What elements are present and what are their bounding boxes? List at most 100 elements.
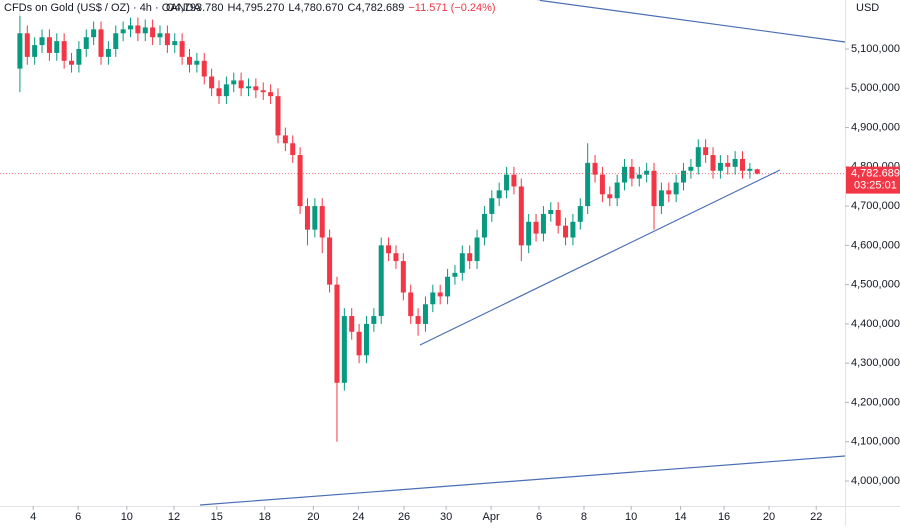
candle-body: [533, 221, 539, 234]
candle-body: [312, 206, 318, 230]
candle-body: [681, 170, 687, 183]
candle-body: [245, 86, 251, 89]
candle-body: [98, 29, 104, 57]
candle-body: [393, 253, 399, 262]
symbol: CFDs on Gold (US$ / OZ) · 4h · OANDA: [4, 2, 201, 14]
y-tick-label: 4,400,000: [851, 318, 900, 330]
candle-body: [614, 182, 620, 199]
y-tick-label: 4,100,000: [851, 436, 900, 448]
trend-line: [536, 0, 846, 43]
candle-body: [732, 158, 738, 167]
x-tick-label: 18: [259, 511, 271, 523]
x-tick-label: 14: [674, 511, 686, 523]
candle-body: [253, 86, 259, 91]
x-tick-label: 22: [810, 511, 822, 523]
candle-body: [526, 221, 532, 246]
x-tick-label: 6: [75, 511, 81, 523]
candle-body: [201, 60, 207, 77]
y-tick-label: 4,200,000: [851, 396, 900, 408]
candle-body: [673, 182, 679, 195]
x-tick-label: 20: [763, 511, 775, 523]
x-tick-label: 6: [536, 511, 542, 523]
candle-body: [415, 316, 421, 324]
candle-body: [585, 162, 591, 207]
x-tick-label: 10: [625, 511, 637, 523]
candle-body: [400, 261, 406, 293]
candle-body: [304, 206, 310, 230]
y-tick-label: 4,500,000: [851, 279, 900, 291]
candle-body: [695, 147, 701, 167]
x-tick-label: 10: [121, 511, 133, 523]
candle-body: [452, 272, 458, 277]
candle-body: [363, 323, 369, 356]
candle-body: [150, 27, 156, 38]
candle-body: [717, 162, 723, 171]
countdown: 03:25:01: [854, 180, 897, 192]
candle-body: [223, 84, 229, 97]
ohlc-value: H4,795.270: [228, 2, 285, 14]
candle-body: [32, 45, 38, 57]
candle-body: [540, 213, 546, 234]
candle-body: [327, 237, 333, 285]
candle-body: [142, 27, 148, 34]
x-tick-label: 15: [211, 511, 223, 523]
candle-body: [113, 33, 119, 50]
ohlc-legend: O4,793.780 H4,795.270 L4,780.670 C4,782.689…: [166, 2, 496, 14]
candle-body: [658, 190, 664, 207]
legend-backdrop: [0, 0, 540, 16]
candle-body: [179, 41, 185, 57]
candle-body: [422, 304, 428, 324]
y-tick-label: 4,700,000: [851, 200, 900, 212]
y-tick-label: 4,300,000: [851, 357, 900, 369]
candle-body: [319, 206, 325, 238]
candle-body: [577, 206, 583, 222]
candle-body: [644, 170, 650, 175]
candle-body: [128, 25, 134, 30]
last-price-tag: [846, 166, 900, 194]
candle-body: [710, 155, 716, 171]
candle-body: [754, 169, 760, 174]
candle-body: [570, 221, 576, 238]
candle-body: [172, 41, 178, 46]
x-tick-label: Apr: [483, 511, 500, 523]
trend-line: [199, 455, 846, 506]
candle-body: [437, 292, 443, 297]
candle-body: [238, 80, 244, 89]
candle-body: [622, 166, 628, 183]
candle-body: [636, 174, 642, 179]
ohlc-value: C4,782.689: [347, 2, 404, 14]
ohlc-value: −11.571 (−0.24%): [408, 2, 495, 14]
y-tick-label: 4,900,000: [851, 121, 900, 133]
candle-body: [105, 49, 111, 57]
candle-body: [194, 60, 200, 65]
candle-body: [282, 135, 288, 144]
candle-body: [467, 253, 473, 262]
candle-body: [408, 292, 414, 317]
candle-body: [334, 284, 340, 383]
x-tick-label: 20: [307, 511, 319, 523]
x-tick-label: 8: [581, 511, 587, 523]
candle-body: [592, 162, 598, 175]
y-tick-label: 5,000,000: [851, 82, 900, 94]
candle-body: [445, 276, 451, 297]
candle-body: [555, 210, 561, 226]
candle-body: [386, 245, 392, 254]
candle-body: [356, 331, 362, 356]
candle-body: [666, 190, 672, 195]
candle-body: [459, 253, 465, 273]
candle-body: [209, 76, 215, 89]
x-tick-label: 24: [352, 511, 364, 523]
candle-body: [135, 25, 141, 34]
candle-body: [91, 29, 97, 38]
last-price-label: 4,782.689: [851, 168, 900, 180]
ohlc-value: L4,780.670: [288, 2, 343, 14]
candle-body: [290, 143, 296, 156]
y-tick-label: 4,000,000: [851, 475, 900, 487]
candle-body: [481, 213, 487, 238]
candle-body: [371, 316, 377, 324]
candle-body: [164, 33, 170, 46]
candle-body: [61, 41, 67, 61]
x-tick-label: 26: [398, 511, 410, 523]
candle-body: [607, 194, 613, 199]
